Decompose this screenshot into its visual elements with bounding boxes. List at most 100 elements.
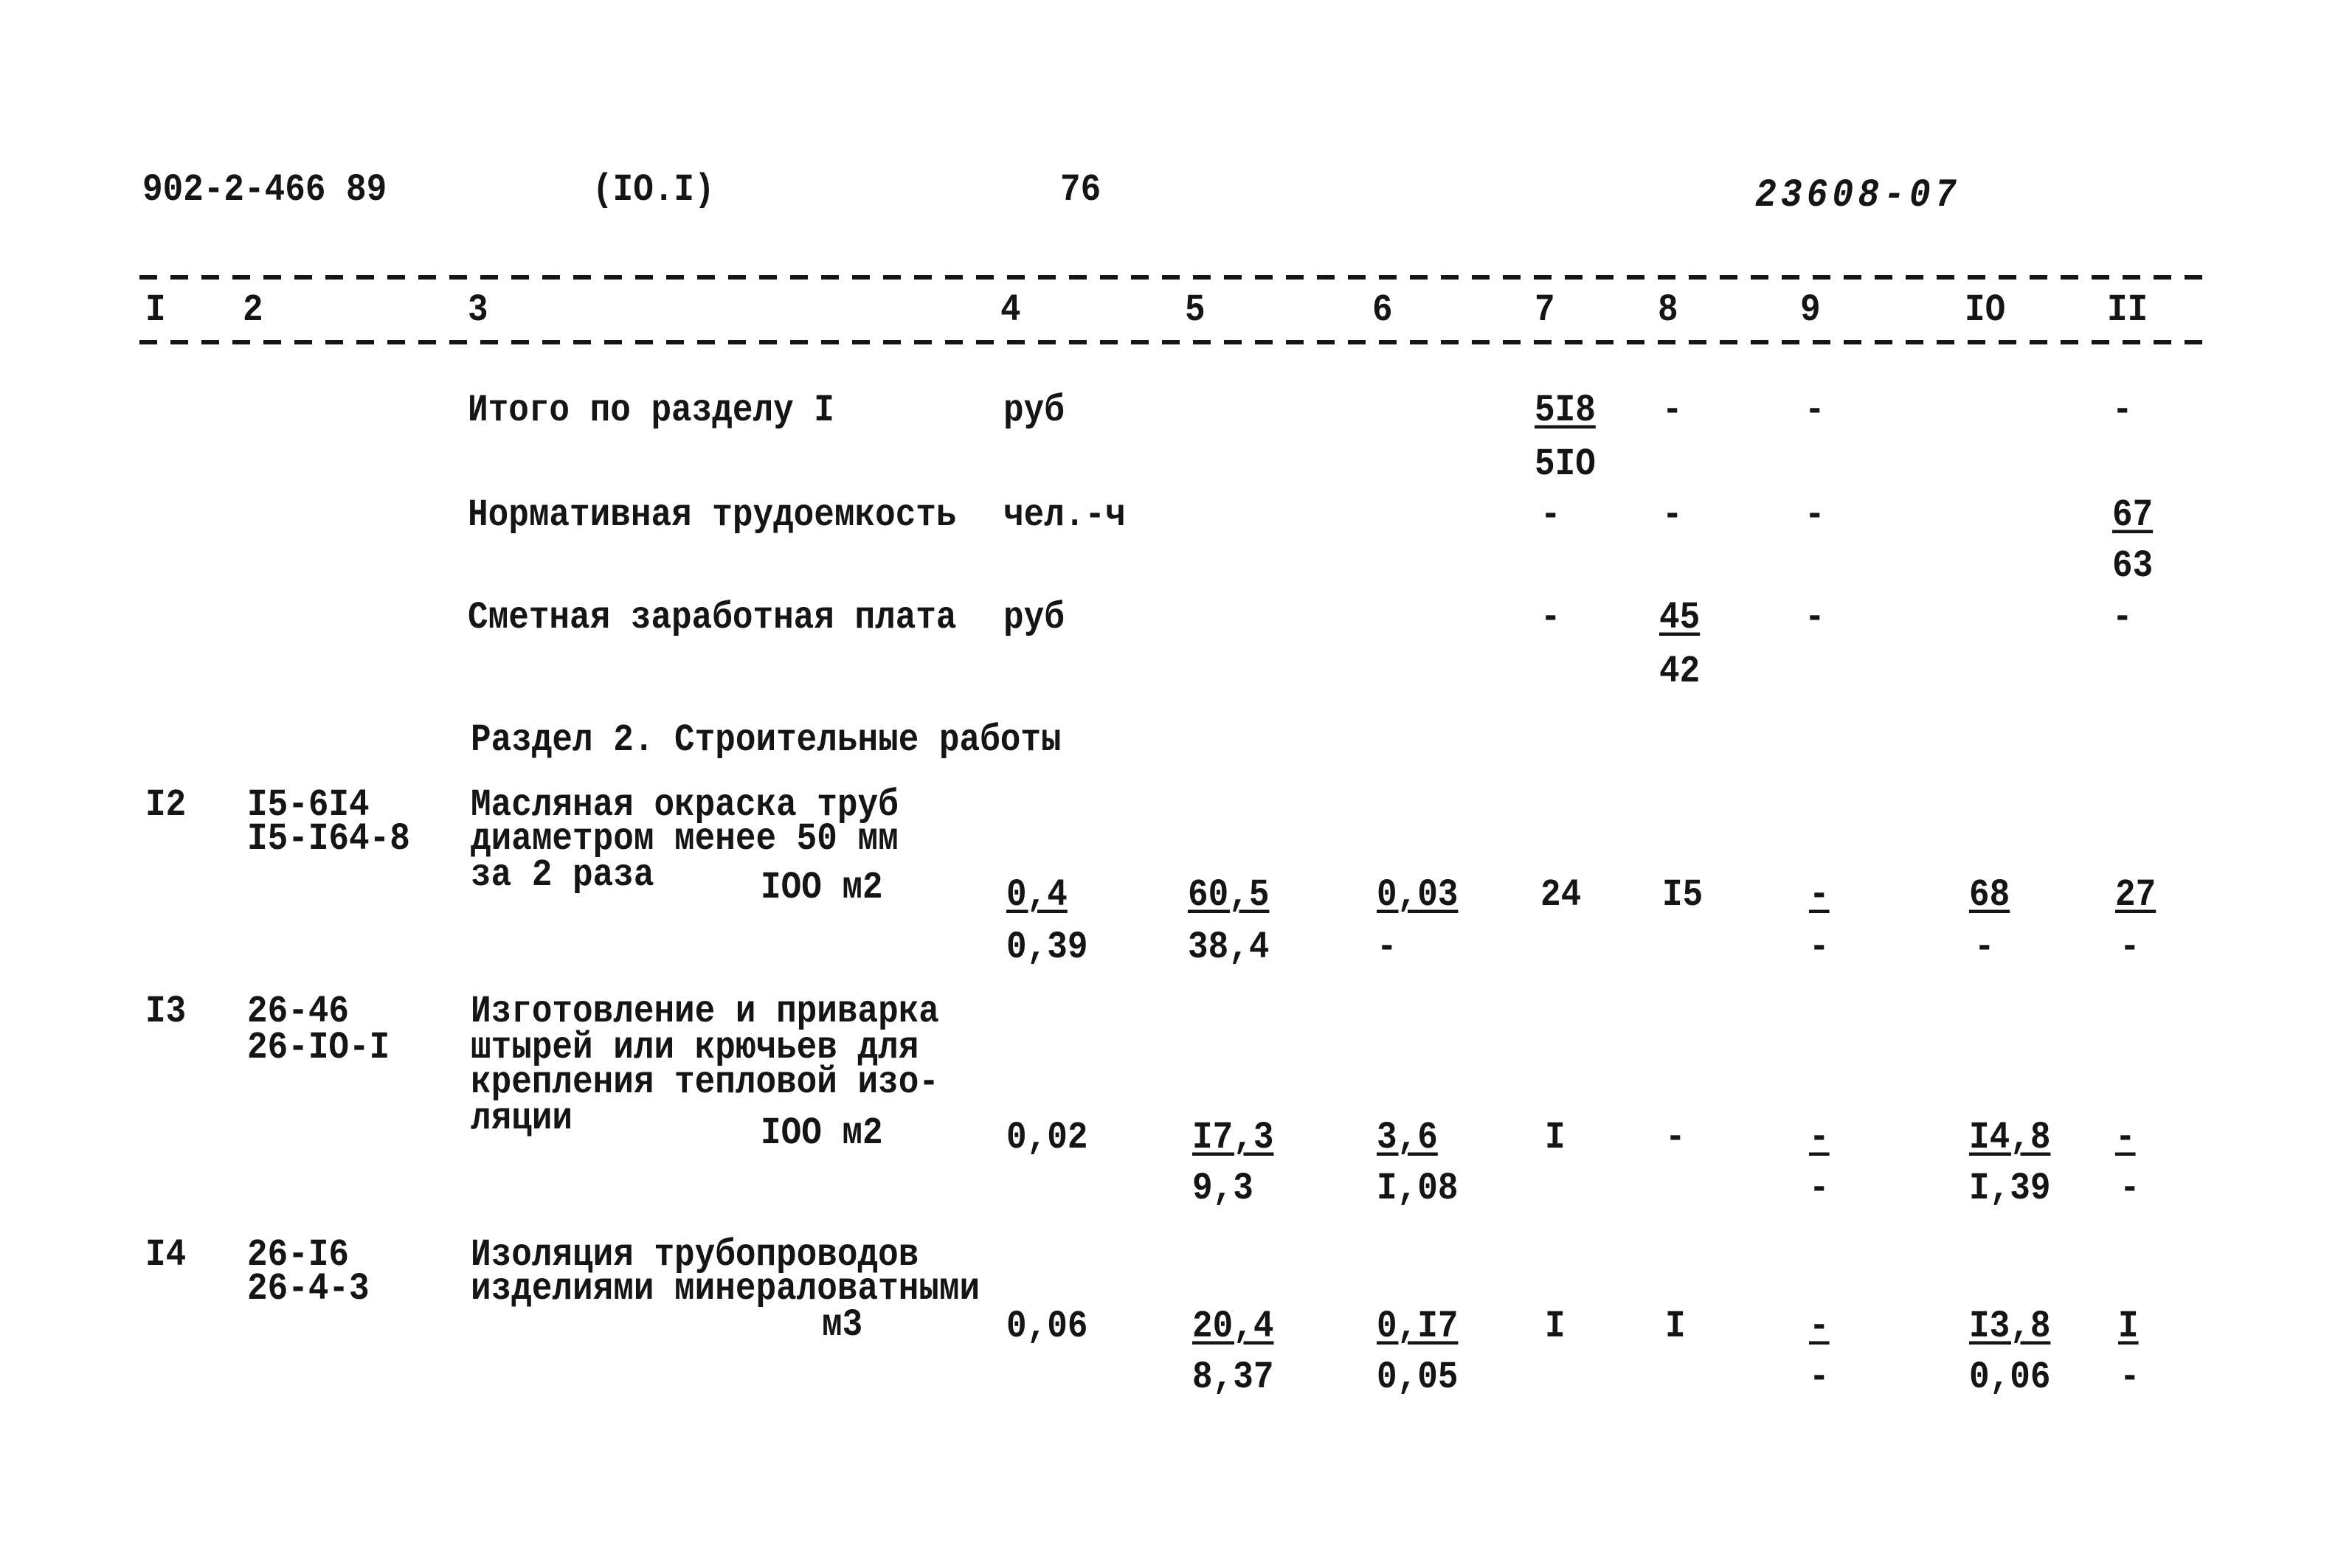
row-description: штырей или крючьев для: [471, 1026, 919, 1069]
row-col9-second: -: [1809, 1167, 1830, 1210]
row-col5: 60,5: [1188, 873, 1270, 917]
row-col6: 0,I7: [1377, 1305, 1459, 1348]
row-col7: I: [1545, 1305, 1566, 1348]
document-number: 902-2-466 89: [142, 168, 387, 212]
document-code: 23608-07: [1755, 173, 1961, 218]
wage-col7: -: [1540, 596, 1561, 639]
column-header-6: 6: [1372, 288, 1393, 332]
total-label: Итого по разделу I: [468, 389, 834, 432]
row-col9: -: [1809, 1116, 1830, 1159]
wage-col8-second: 42: [1659, 650, 1701, 693]
row-description: за 2 раза: [471, 853, 654, 897]
row-number: I2: [145, 783, 187, 827]
row-col5-second: 9,3: [1192, 1167, 1253, 1210]
column-header-7: 7: [1535, 288, 1555, 332]
row-code: 26-I6: [247, 1233, 350, 1277]
labor-col11: 67: [2112, 493, 2154, 537]
total-col11: -: [2112, 389, 2133, 432]
row-col11-second: -: [2120, 926, 2140, 969]
row-col4-second: 0,39: [1006, 926, 1088, 969]
row-col8: -: [1665, 1116, 1686, 1159]
row-col11: -: [2115, 1116, 2136, 1159]
column-header-9: 9: [1800, 288, 1821, 332]
row-col11-second: -: [2120, 1167, 2140, 1210]
wage-col8: 45: [1659, 596, 1701, 639]
row-unit: IOO м2: [761, 866, 883, 909]
labor-col7: -: [1540, 493, 1561, 537]
row-unit: IOO м2: [761, 1111, 883, 1155]
row-col6-second: 0,05: [1377, 1356, 1459, 1399]
labor-col8: -: [1662, 493, 1683, 537]
section-number: (IO.I): [592, 168, 715, 212]
row-col8: I: [1665, 1305, 1686, 1348]
header-divider-top: [139, 275, 2213, 280]
row-col10: I3,8: [1969, 1305, 2051, 1348]
column-header-8: 8: [1658, 288, 1678, 332]
row-unit: м3: [822, 1303, 863, 1347]
row-code: 26-46: [247, 990, 350, 1033]
row-code: I5-I64-8: [247, 817, 410, 861]
row-col10: I4,8: [1969, 1116, 2051, 1159]
row-description: Изготовление и приварка: [471, 990, 939, 1033]
row-col6-second: -: [1377, 926, 1397, 969]
row-col4: 0,4: [1006, 873, 1068, 917]
column-header-2: 2: [243, 288, 263, 332]
row-col10-second: -: [1974, 926, 1995, 969]
row-col10-second: 0,06: [1969, 1356, 2051, 1399]
row-col5-second: 38,4: [1188, 926, 1270, 969]
row-description: Изоляция трубопроводов: [471, 1233, 919, 1277]
wage-col9: -: [1805, 596, 1825, 639]
row-description: изделиями минераловатными: [471, 1267, 980, 1311]
wage-unit: руб: [1003, 596, 1065, 639]
row-col9-second: -: [1809, 1356, 1830, 1399]
column-header-4: 4: [1000, 288, 1021, 332]
total-unit: руб: [1003, 389, 1065, 432]
labor-label: Нормативная трудоемкость: [468, 493, 957, 537]
section-title: Раздел 2. Строительные работы: [471, 718, 1062, 762]
row-number: I3: [145, 990, 187, 1033]
row-code: 26-4-3: [247, 1267, 370, 1311]
row-col6: 3,6: [1377, 1116, 1438, 1159]
row-col6: 0,03: [1377, 873, 1459, 917]
page-number: 76: [1060, 168, 1101, 212]
column-header-5: 5: [1185, 288, 1206, 332]
row-col10-second: I,39: [1969, 1167, 2051, 1210]
row-col9: -: [1809, 873, 1830, 917]
total-col7: 5I8: [1535, 389, 1596, 432]
row-col8: I5: [1662, 873, 1704, 917]
column-header-11: II: [2107, 288, 2148, 332]
row-code: I5-6I4: [247, 783, 370, 827]
row-description: крепления тепловой изо-: [471, 1061, 939, 1104]
row-col5: 20,4: [1192, 1305, 1274, 1348]
wage-col11: -: [2112, 596, 2133, 639]
column-header-10: IO: [1965, 288, 2006, 332]
row-number: I4: [145, 1233, 187, 1277]
row-col5: I7,3: [1192, 1116, 1274, 1159]
column-header-3: 3: [468, 288, 488, 332]
row-col10: 68: [1969, 873, 2010, 917]
wage-label: Сметная заработная плата: [468, 596, 957, 639]
total-col8: -: [1662, 389, 1683, 432]
total-col7-second: 5IO: [1535, 443, 1596, 486]
row-col4: 0,02: [1006, 1116, 1088, 1159]
labor-unit: чел.-ч: [1003, 493, 1126, 537]
row-description: Масляная окраска труб: [471, 783, 899, 827]
row-col5-second: 8,37: [1192, 1356, 1274, 1399]
row-description: диаметром менее 50 мм: [471, 817, 899, 861]
row-col9-second: -: [1809, 926, 1830, 969]
header-divider-bottom: [139, 340, 2213, 344]
total-col9: -: [1805, 389, 1825, 432]
row-col9: -: [1809, 1305, 1830, 1348]
row-col7: I: [1545, 1116, 1566, 1159]
labor-col9: -: [1805, 493, 1825, 537]
row-col11-second: -: [2120, 1356, 2140, 1399]
column-header-1: I: [145, 288, 166, 332]
row-description: ляции: [471, 1097, 573, 1140]
row-col4: 0,06: [1006, 1305, 1088, 1348]
row-col11: 27: [2115, 873, 2156, 917]
row-col7: 24: [1540, 873, 1582, 917]
labor-col11-second: 63: [2112, 544, 2154, 588]
row-col11: I: [2118, 1305, 2139, 1348]
row-code: 26-IO-I: [247, 1026, 390, 1069]
row-col6-second: I,08: [1377, 1167, 1459, 1210]
